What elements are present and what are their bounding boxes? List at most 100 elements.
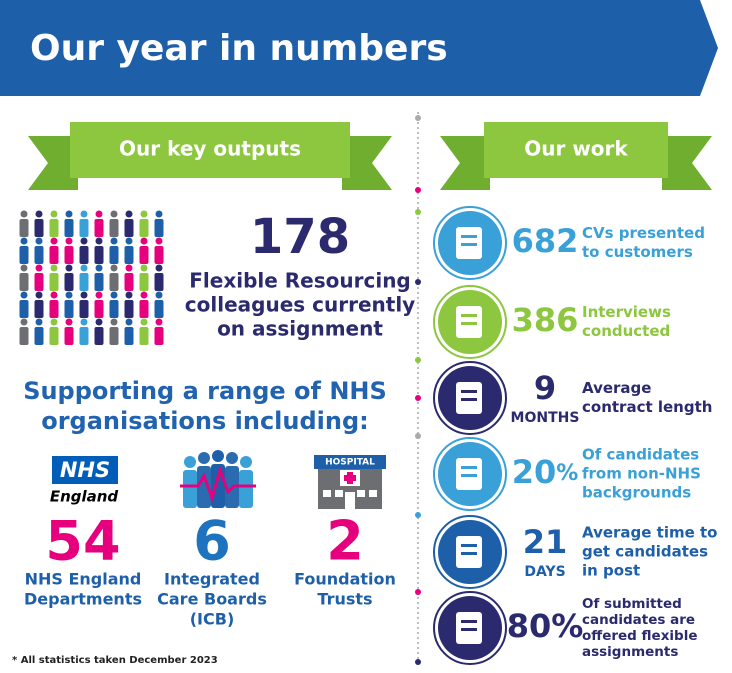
person-body: [124, 300, 134, 318]
work-description: from non-NHS: [582, 465, 701, 483]
work-description: to customers: [582, 243, 693, 261]
org-number: 6: [193, 510, 231, 573]
person-head: [95, 210, 103, 218]
person-head: [140, 210, 148, 218]
person-body: [19, 219, 29, 237]
person-head: [50, 318, 58, 326]
person-body: [124, 327, 134, 345]
person-head: [80, 318, 88, 326]
person-body: [49, 246, 59, 264]
person-head: [20, 264, 28, 272]
org-label: Trusts: [317, 590, 372, 609]
divider-dot: [415, 115, 421, 121]
ribbon-right: [440, 122, 712, 190]
headline-label: on assignment: [217, 317, 383, 341]
person-head: [155, 210, 163, 218]
title-banner: [0, 0, 718, 96]
person-head: [65, 291, 73, 299]
person-head: [140, 237, 148, 245]
person-body: [94, 273, 104, 291]
person-body: [34, 300, 44, 318]
person-head: [125, 318, 133, 326]
person-head: [35, 237, 43, 245]
person-body: [154, 300, 164, 318]
person-body: [19, 273, 29, 291]
person-head: [95, 318, 103, 326]
person-head: [35, 318, 43, 326]
work-number-unit: %: [556, 461, 578, 486]
person-body: [94, 327, 104, 345]
subheading: Supporting a range of NHS: [23, 377, 387, 405]
hospital-icon: [314, 455, 386, 509]
icon-glyph-line: [461, 620, 477, 623]
person-head: [155, 264, 163, 272]
person-body: [19, 300, 29, 318]
headline-label: colleagues currently: [185, 293, 415, 317]
title: Our year in numbers: [30, 28, 448, 69]
headline-label: Flexible Resourcing: [189, 269, 411, 293]
person-head: [110, 210, 118, 218]
divider-dot: [415, 279, 421, 285]
person-head: [110, 291, 118, 299]
person-head: [65, 318, 73, 326]
work-number-value: 80%: [507, 607, 584, 645]
person-head: [140, 291, 148, 299]
person-head: [140, 264, 148, 272]
person-body: [34, 219, 44, 237]
work-number: 20%: [512, 453, 579, 491]
person-body: [94, 246, 104, 264]
person-body: [154, 327, 164, 345]
divider-dot: [415, 357, 421, 363]
divider-dot: [415, 209, 421, 215]
person-head: [155, 318, 163, 326]
work-description: get candidates: [582, 543, 708, 561]
person-body: [154, 219, 164, 237]
person-head: [50, 291, 58, 299]
person-head: [125, 210, 133, 218]
work-unit: MONTHS: [511, 410, 580, 426]
work-description: candidates are: [582, 612, 695, 628]
person-head: [125, 264, 133, 272]
person-body: [64, 246, 74, 264]
person-head: [65, 237, 73, 245]
person-body: [124, 246, 134, 264]
person-body: [19, 327, 29, 345]
work-number: 21: [523, 523, 568, 561]
footnote: * All statistics taken December 2023: [12, 655, 218, 666]
person-body: [154, 246, 164, 264]
person-body: [49, 327, 59, 345]
divider-dot: [415, 512, 421, 518]
person-head: [65, 264, 73, 272]
divider-dot: [415, 395, 421, 401]
icon-glyph-line: [461, 243, 477, 246]
person-body: [139, 273, 149, 291]
work-description: Average: [582, 379, 651, 397]
person-body: [109, 246, 119, 264]
person-body: [79, 300, 89, 318]
person-head: [65, 210, 73, 218]
person-head: [80, 264, 88, 272]
person-head: [20, 237, 28, 245]
icon-glyph-line: [461, 552, 477, 555]
section-heading: Our key outputs: [119, 137, 301, 161]
person-body: [19, 246, 29, 264]
person-body: [109, 219, 119, 237]
work-number-value: 9: [534, 369, 556, 407]
person-head: [95, 264, 103, 272]
work-number: 682: [512, 222, 579, 260]
icon-glyph-line: [461, 474, 477, 477]
work-number: 80%: [507, 607, 584, 645]
person-body: [109, 327, 119, 345]
person-head: [80, 237, 88, 245]
person-body: [154, 273, 164, 291]
person-body: [109, 273, 119, 291]
person-head: [80, 291, 88, 299]
work-description: Of submitted: [582, 596, 682, 612]
person-head: [20, 318, 28, 326]
person-head: [20, 210, 28, 218]
person-head: [110, 264, 118, 272]
person-body: [64, 300, 74, 318]
person-head: [155, 237, 163, 245]
